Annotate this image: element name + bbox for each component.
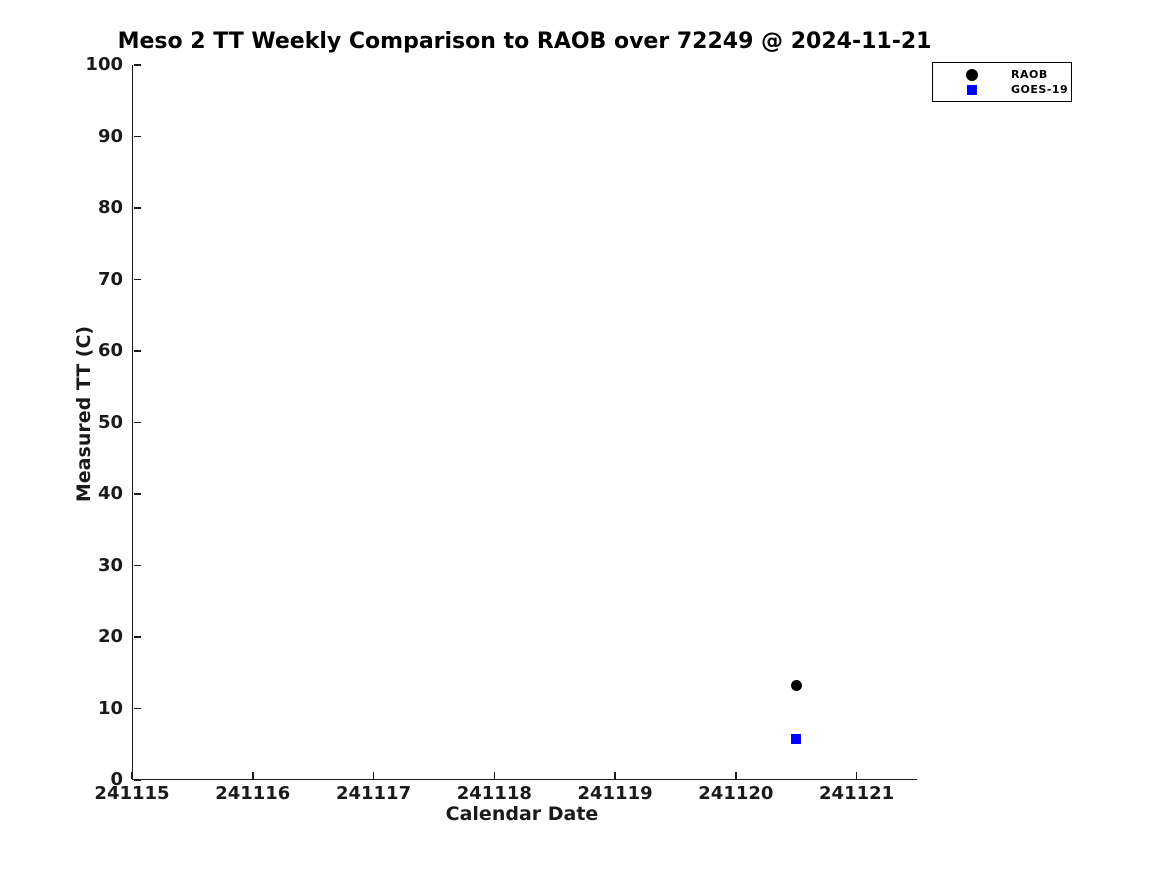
y-tick bbox=[133, 636, 141, 638]
raob-marker-icon bbox=[966, 68, 978, 81]
x-tick bbox=[614, 771, 616, 779]
y-tick-label: 60 bbox=[97, 340, 123, 361]
y-tick bbox=[133, 564, 141, 567]
y-tick bbox=[133, 278, 141, 281]
x-tick-label: 241120 bbox=[698, 783, 774, 804]
legend-marker-cell bbox=[933, 84, 1011, 95]
x-tick-label: 241116 bbox=[215, 783, 291, 804]
x-tick-label: 241121 bbox=[819, 783, 895, 804]
y-tick bbox=[133, 779, 141, 781]
x-tick-label: 241117 bbox=[335, 783, 412, 804]
legend-label-raob: RAOB bbox=[1011, 68, 1048, 81]
y-tick-label: 20 bbox=[97, 626, 123, 647]
y-tick bbox=[133, 207, 141, 209]
x-tick bbox=[131, 771, 133, 779]
legend-item-goes-19: GOES-19 bbox=[933, 82, 1071, 97]
legend-item-raob: RAOB bbox=[933, 67, 1071, 82]
y-tick-label: 70 bbox=[97, 268, 123, 290]
y-tick bbox=[133, 350, 141, 352]
goes-19-marker-icon bbox=[967, 84, 977, 95]
y-tick-label: 0 bbox=[110, 769, 123, 790]
x-tick bbox=[855, 771, 858, 779]
y-tick bbox=[133, 493, 141, 495]
x-tick bbox=[252, 771, 254, 779]
x-tick-label: 241118 bbox=[456, 783, 532, 804]
y-tick bbox=[133, 707, 141, 710]
y-tick bbox=[133, 421, 141, 424]
legend-marker-cell bbox=[933, 68, 1011, 81]
y-tick bbox=[133, 64, 141, 66]
legend-rows: RAOB GOES-19 bbox=[933, 67, 1071, 97]
y-tick bbox=[133, 135, 141, 138]
x-tick bbox=[372, 771, 375, 779]
x-axis-label: Calendar Date bbox=[445, 803, 599, 825]
x-tick-label: 241119 bbox=[577, 783, 653, 804]
legend: RAOB GOES-19 bbox=[932, 62, 1072, 102]
x-tick bbox=[735, 771, 737, 779]
plot-area bbox=[132, 65, 917, 780]
y-tick-label: 50 bbox=[97, 411, 123, 433]
y-tick-label: 100 bbox=[85, 54, 123, 75]
y-tick-label: 10 bbox=[97, 697, 123, 719]
y-tick-label: 40 bbox=[97, 483, 123, 504]
chart-title: Meso 2 TT Weekly Comparison to RAOB over… bbox=[117, 29, 932, 54]
x-tick-label: 241115 bbox=[94, 783, 170, 804]
y-tick-label: 80 bbox=[97, 197, 123, 218]
data-point-raob bbox=[790, 680, 802, 692]
data-point-goes-19 bbox=[791, 734, 802, 745]
y-tick-label: 90 bbox=[97, 125, 123, 147]
x-tick bbox=[493, 771, 496, 779]
legend-label-goes-19: GOES-19 bbox=[1011, 83, 1069, 96]
y-tick-label: 30 bbox=[97, 554, 123, 576]
